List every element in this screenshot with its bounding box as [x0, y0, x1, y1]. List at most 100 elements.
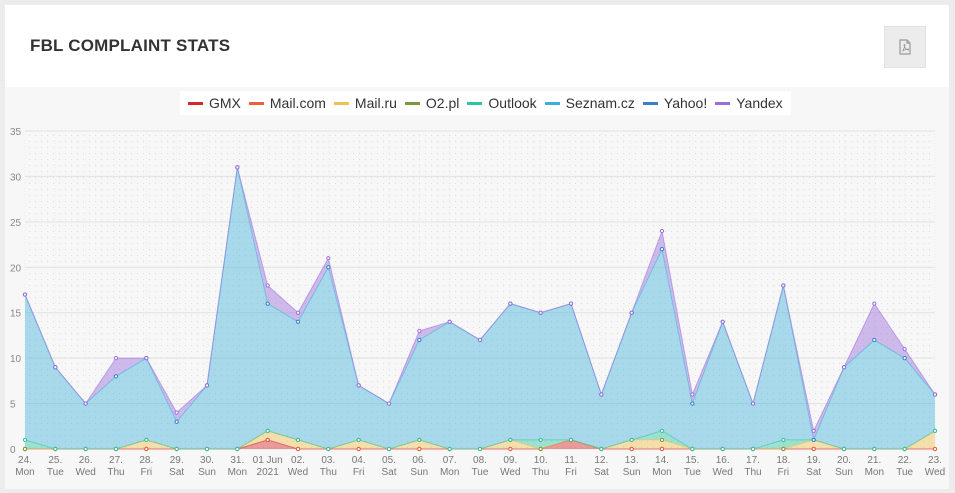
legend-label: Outlook [488, 95, 537, 111]
point-yandex [902, 346, 907, 352]
x-tick-sublabel: Thu [107, 467, 124, 478]
point-outlook [568, 437, 574, 443]
x-tick-sublabel: Tue [472, 467, 489, 478]
x-tick-sublabel: Wed [288, 467, 308, 478]
legend-item-gmx[interactable]: GMX [188, 95, 241, 111]
point-outlook [659, 428, 665, 433]
point-yandex [690, 392, 695, 397]
x-tick-label: 21. [867, 455, 881, 466]
x-tick-sublabel: Sat [381, 467, 396, 478]
x-tick-sublabel: 2021 [257, 467, 280, 478]
point-yahoo- [902, 356, 907, 361]
point-yahoo- [872, 337, 877, 343]
point-outlook [538, 437, 543, 443]
legend-swatch [188, 101, 203, 105]
x-tick-sublabel: Thu [532, 467, 549, 478]
x-tick-label: 29. [170, 455, 184, 466]
x-tick-label: 05. [382, 455, 396, 466]
point-outlook [174, 446, 179, 452]
point-yandex [750, 401, 756, 406]
y-tick-label: 25 [10, 218, 22, 229]
point-mail-com [811, 446, 816, 452]
point-outlook [53, 446, 58, 452]
point-mail-com [356, 446, 361, 452]
point-mail-com [417, 446, 422, 452]
point-outlook [417, 437, 422, 443]
x-tick-label: 08. [473, 455, 487, 466]
point-yandex [83, 401, 88, 406]
legend-swatch [642, 101, 658, 105]
legend-item-outlook[interactable]: Outlook [467, 95, 537, 111]
point-outlook [508, 437, 513, 443]
x-tick-label: 17. [746, 455, 760, 466]
x-tick-label: 14. [655, 455, 669, 466]
point-yandex [356, 383, 361, 388]
chart-area: 0 5 10 15 20 25 30 35 24. Mon 25. Tue 26. Wed 27. Thu 28… [5, 87, 949, 489]
point-outlook [295, 437, 301, 443]
x-tick-label: 24. [18, 455, 32, 466]
legend-swatch [248, 101, 264, 105]
point-outlook [144, 437, 149, 443]
x-tick-label: 12. [594, 455, 608, 466]
point-o2-pl [781, 446, 786, 452]
x-tick-label: 23. [928, 455, 942, 466]
point-outlook [113, 446, 119, 452]
x-tick-label: 20. [837, 455, 851, 466]
point-outlook [386, 446, 392, 452]
point-o2-pl [659, 437, 665, 443]
point-yandex [447, 319, 452, 324]
x-tick-sublabel: Sat [806, 467, 821, 478]
point-yandex [568, 301, 574, 306]
x-tick-label: 22. [898, 455, 912, 466]
export-pdf-button[interactable] [884, 26, 926, 68]
x-tick-sublabel: Thu [320, 467, 337, 478]
x-tick-sublabel: Fri [777, 467, 789, 478]
x-tick-sublabel: Fri [353, 467, 365, 478]
point-outlook [750, 446, 756, 452]
point-outlook [690, 446, 695, 452]
x-tick-label: 31. [230, 455, 244, 466]
legend-item-seznam-cz[interactable]: Seznam.cz [544, 95, 635, 111]
legend-item-mail-ru[interactable]: Mail.ru [333, 95, 397, 111]
point-outlook [902, 446, 907, 452]
point-yandex [720, 319, 725, 324]
point-yandex [659, 228, 665, 234]
x-tick-sublabel: Mon [228, 467, 247, 478]
x-tick-sublabel: Mon [652, 467, 671, 478]
legend-label: Mail.com [269, 95, 326, 111]
point-outlook [83, 446, 88, 452]
legend-item-mail-com[interactable]: Mail.com [248, 95, 326, 111]
point-outlook [22, 437, 28, 443]
point-yahoo- [295, 319, 301, 324]
legend-item-o2-pl[interactable]: O2.pl [404, 95, 460, 111]
point-yandex [932, 392, 938, 397]
point-yahoo- [659, 247, 665, 252]
point-yandex [295, 310, 301, 315]
panel-title: FBL COMPLAINT STATS [30, 36, 231, 55]
point-yandex [204, 383, 210, 388]
x-tick-label: 18. [776, 455, 790, 466]
legend-swatch [404, 101, 420, 105]
x-tick-sublabel: Wed [75, 467, 95, 478]
chart-plot: 0510152025303524.Mon25.Tue26.Wed27.Thu28… [10, 127, 945, 478]
point-yandex [265, 283, 270, 288]
legend-label: Seznam.cz [565, 95, 635, 111]
x-tick-sublabel: Sat [594, 467, 609, 478]
legend-item-yahoo-[interactable]: Yahoo! [642, 95, 707, 111]
legend-label: O2.pl [425, 95, 460, 111]
legend-item-yandex[interactable]: Yandex [715, 95, 783, 111]
x-tick-label: 25. [48, 455, 62, 466]
point-yahoo- [326, 265, 331, 270]
x-tick-label: 10. [534, 455, 548, 466]
x-tick-sublabel: Sun [198, 467, 216, 478]
y-tick-label: 0 [10, 445, 16, 456]
y-tick-label: 30 [10, 172, 22, 183]
x-tick-sublabel: Mon [865, 467, 884, 478]
point-yandex [599, 392, 604, 397]
point-outlook [235, 446, 240, 452]
x-tick-label: 26. [79, 455, 93, 466]
x-tick-label: 04. [352, 455, 366, 466]
point-yandex [841, 365, 847, 370]
point-yahoo- [811, 437, 816, 443]
point-o2-pl [538, 446, 543, 452]
